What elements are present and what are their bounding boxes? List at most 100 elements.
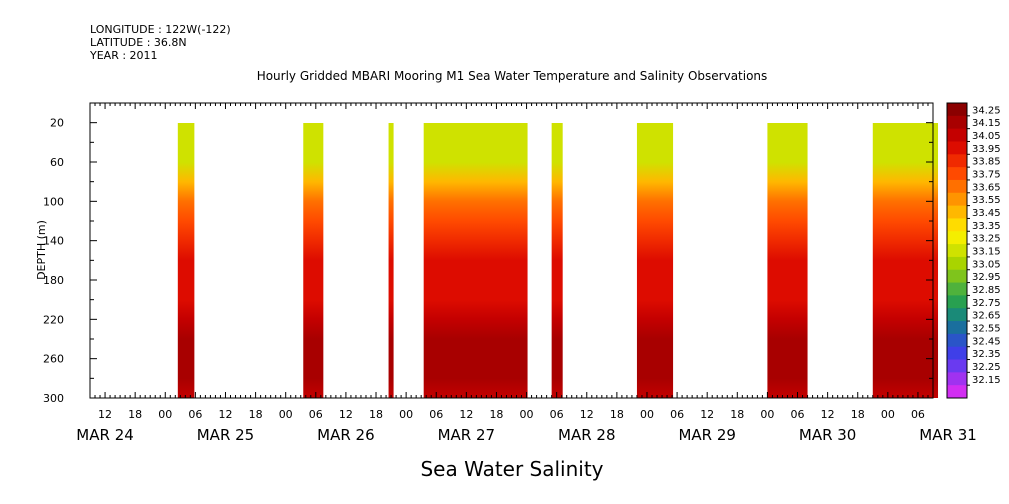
x-date-label: MAR 29 bbox=[678, 426, 735, 444]
colorbar-label: 33.55 bbox=[972, 195, 1001, 206]
colorbar-swatch bbox=[947, 205, 967, 219]
y-tick-label: 260 bbox=[43, 353, 64, 366]
y-tick-label: 220 bbox=[43, 313, 64, 326]
x-hour-label: 06 bbox=[188, 408, 202, 421]
colorbar-swatch bbox=[947, 269, 967, 284]
x-hour-label: 18 bbox=[489, 408, 503, 421]
colorbar-swatch bbox=[947, 167, 967, 181]
x-hour-label: 12 bbox=[821, 408, 835, 421]
latitude-label: LATITUDE : 36.8N bbox=[90, 36, 187, 49]
colorbar-label: 32.85 bbox=[972, 285, 1001, 296]
colorbar-label: 33.15 bbox=[972, 247, 1001, 258]
colorbar-swatch bbox=[947, 359, 967, 373]
colorbar-label: 32.35 bbox=[972, 349, 1001, 360]
x-hour-label: 00 bbox=[520, 408, 534, 421]
colorbar-swatch bbox=[947, 308, 967, 322]
colorbar-label: 34.05 bbox=[972, 131, 1001, 142]
colorbar-swatch bbox=[947, 115, 967, 130]
colorbar-label: 33.85 bbox=[972, 157, 1001, 168]
colorbar-swatch bbox=[947, 295, 967, 309]
y-axis: 20 60 100 140 180 220 260 300 bbox=[43, 102, 933, 405]
y-axis-title: DEPTH (m) bbox=[35, 220, 48, 280]
x-date-label: MAR 26 bbox=[317, 426, 374, 444]
colorbar-swatch bbox=[947, 256, 967, 271]
colorbar-label: 33.65 bbox=[972, 182, 1001, 193]
x-hour-label: 12 bbox=[339, 408, 353, 421]
y-tick-label: 20 bbox=[50, 117, 64, 130]
x-hour-label: 18 bbox=[249, 408, 263, 421]
colorbar-label: 32.65 bbox=[972, 311, 1001, 322]
colorbar-label: 32.25 bbox=[972, 362, 1001, 373]
y-tick-label: 60 bbox=[50, 156, 64, 169]
x-date-label: MAR 30 bbox=[799, 426, 856, 444]
colorbar-swatch bbox=[947, 385, 967, 399]
x-date-label: MAR 24 bbox=[76, 426, 133, 444]
colorbar-swatch bbox=[947, 218, 967, 232]
x-date-label: MAR 27 bbox=[438, 426, 495, 444]
colorbar-label: 32.55 bbox=[972, 323, 1001, 334]
x-hour-label: 06 bbox=[791, 408, 805, 421]
colorbar-label: 33.75 bbox=[972, 170, 1001, 181]
colorbar-swatch bbox=[947, 192, 967, 207]
colorbar-frame bbox=[946, 102, 968, 399]
year-label: YEAR : 2011 bbox=[90, 49, 158, 62]
colorbar-label: 32.75 bbox=[972, 298, 1001, 309]
colorbar-swatch bbox=[947, 321, 967, 335]
x-hour-label: 00 bbox=[640, 408, 654, 421]
x-date-label: MAR 25 bbox=[197, 426, 254, 444]
data-segment bbox=[177, 123, 195, 398]
colorbar-label: 34.25 bbox=[972, 105, 1001, 116]
x-hour-label: 12 bbox=[218, 408, 232, 421]
y-tick-label: 300 bbox=[43, 392, 64, 405]
x-hour-label: 18 bbox=[730, 408, 744, 421]
colorbar-swatch bbox=[947, 372, 967, 386]
colorbar-swatch bbox=[947, 231, 967, 245]
colorbar-swatch bbox=[947, 346, 967, 361]
x-hour-label: 18 bbox=[369, 408, 383, 421]
x-hour-label: 06 bbox=[429, 408, 443, 421]
colorbar-swatch bbox=[947, 141, 967, 155]
data-segment bbox=[767, 123, 808, 398]
colorbar-swatch bbox=[947, 333, 967, 348]
y-tick-label: 180 bbox=[43, 274, 64, 287]
x-hour-label: 18 bbox=[128, 408, 142, 421]
x-hour-label: 18 bbox=[851, 408, 865, 421]
y-tick-label: 100 bbox=[43, 195, 64, 208]
x-date-label: MAR 31 bbox=[919, 426, 976, 444]
colorbar-swatch bbox=[947, 128, 967, 142]
x-hour-label: 00 bbox=[760, 408, 774, 421]
chart-title: Hourly Gridded MBARI Mooring M1 Sea Wate… bbox=[257, 69, 768, 83]
colorbar-label: 33.45 bbox=[972, 208, 1001, 219]
x-hour-label: 00 bbox=[399, 408, 413, 421]
x-axis: 12 18 00 06 12 18 00 06 12 18 00 06 12 18 00 06 12 18 00 06… bbox=[76, 103, 977, 444]
colorbar-swatch bbox=[947, 282, 967, 296]
colorbar-label: 34.15 bbox=[972, 118, 1001, 129]
data-segment bbox=[872, 123, 939, 398]
x-date-label: MAR 28 bbox=[558, 426, 615, 444]
colorbar-label: 32.15 bbox=[972, 375, 1001, 386]
x-hour-label: 18 bbox=[610, 408, 624, 421]
colorbar-label: 33.25 bbox=[972, 234, 1001, 245]
data-segments bbox=[177, 123, 939, 398]
data-segment bbox=[423, 123, 528, 398]
colorbar-label: 32.95 bbox=[972, 272, 1001, 283]
colorbar-label: 33.95 bbox=[972, 144, 1001, 155]
x-hour-label: 06 bbox=[670, 408, 684, 421]
data-segment bbox=[636, 123, 674, 398]
colorbar-label: 33.35 bbox=[972, 221, 1001, 232]
longitude-label: LONGITUDE : 122W(-122) bbox=[90, 23, 231, 36]
x-hour-label: 00 bbox=[881, 408, 895, 421]
data-segment bbox=[388, 123, 394, 398]
x-axis-title: Sea Water Salinity bbox=[420, 457, 603, 481]
x-hour-label: 06 bbox=[309, 408, 323, 421]
colorbar-swatch bbox=[947, 103, 967, 117]
colorbar-swatch bbox=[947, 244, 967, 258]
x-hour-label: 12 bbox=[98, 408, 112, 421]
x-hour-label: 00 bbox=[158, 408, 172, 421]
colorbar-swatch bbox=[947, 154, 967, 168]
y-tick-label: 140 bbox=[43, 235, 64, 248]
x-hour-label: 06 bbox=[550, 408, 564, 421]
x-hour-label: 12 bbox=[580, 408, 594, 421]
